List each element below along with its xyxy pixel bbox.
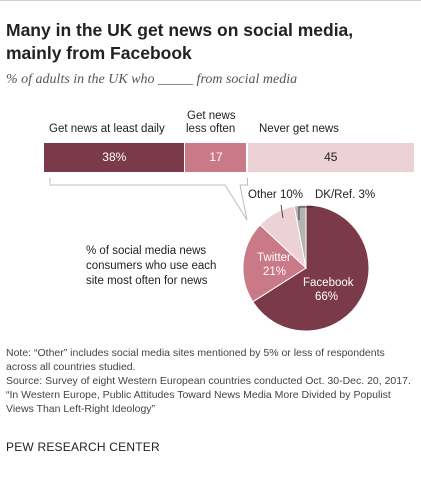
leader-other [280,204,284,219]
leader-dk [298,206,313,220]
pie-label-facebook: Facebook [303,277,354,289]
pie-label-twitter: Twitter [257,252,291,264]
top-rule [0,0,421,1]
bar-label-less-often-line2: less often [186,123,236,135]
pie-slice-twitter [242,224,307,303]
bar-label-daily: Get news at least daily [49,123,165,135]
chart-subtitle: % of adults in the UK who _____ from soc… [6,72,298,87]
bar-segment-daily-value: 38% [102,150,127,164]
pie-chart [242,204,370,332]
report-title-text: “In Western Europe, Public Attitudes Tow… [6,389,391,415]
note-text: Note: “Other” includes social media site… [6,347,385,373]
pie-label-other: Other 10% [248,189,303,201]
pie-slice-dk [293,204,307,269]
notes: Note: “Other” includes social media site… [6,346,416,416]
footer-credit: PEW RESEARCH CENTER [6,440,160,454]
pie-label-dk: DK/Ref. 3% [315,189,376,201]
bar-label-never: Never get news [259,123,339,135]
bar-label-less-often-line1: Get news [187,110,236,122]
callout-bracket [49,178,248,221]
bar-segment-daily [44,143,184,172]
pie-slice-facebook [252,204,370,332]
bar-segment-never-value: 45 [324,150,338,164]
pie-label-twitter-pct: 21% [263,266,287,278]
bar-segment-less-often [184,143,247,172]
pie-description: % of social media news consumers who use… [86,245,217,287]
chart-title: Many in the UK get news on social media,… [6,20,354,63]
source-text: Source: Survey of eight Western European… [6,375,411,387]
bar-segment-never [247,143,414,172]
pie-label-facebook-pct: 66% [315,291,339,303]
bar-segment-less-often-value: 17 [209,150,223,164]
